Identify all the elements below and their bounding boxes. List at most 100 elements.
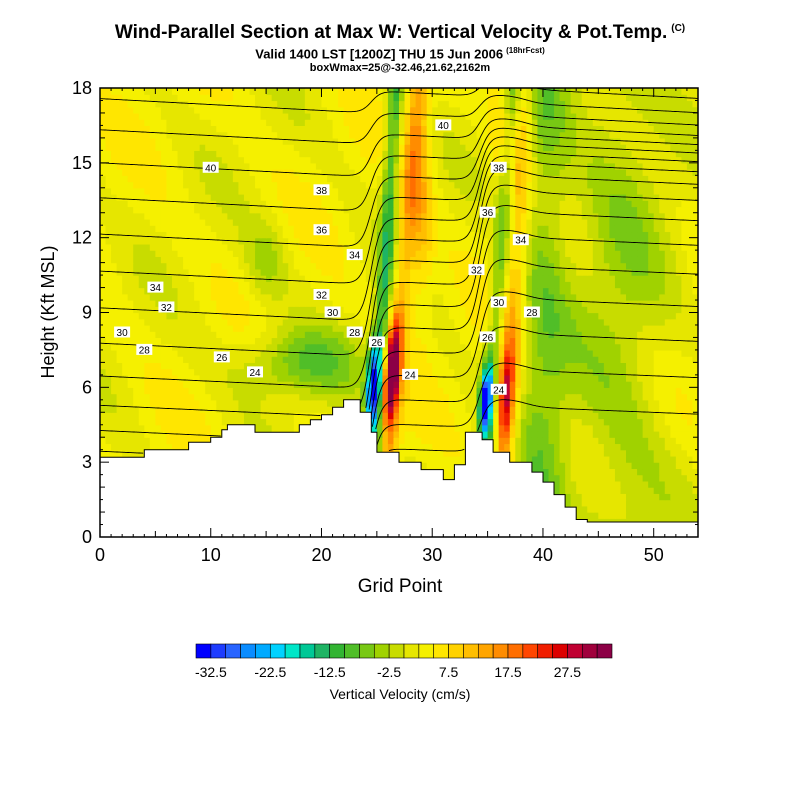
field-cell [421,275,428,282]
field-cell [576,374,583,382]
field-cell [504,406,511,413]
field-cell [243,381,251,388]
field-cell [592,468,599,476]
field-cell [293,268,300,276]
field-cell [315,387,323,395]
field-cell [327,406,334,413]
field-cell [188,399,195,407]
field-cell [476,337,483,345]
field-cell [531,430,539,438]
field-cell [626,256,633,264]
field-cell [509,293,516,301]
field-cell [238,318,245,326]
field-cell [404,362,411,370]
field-cell [548,430,555,438]
field-cell [144,324,151,332]
field-cell [581,281,588,289]
field-cell [149,256,156,264]
field-cell [210,250,217,257]
field-cell [587,300,594,307]
field-cell [205,243,212,251]
field-cell [520,287,527,295]
field-cell [260,275,267,282]
field-cell [205,418,212,426]
field-cell [260,331,267,339]
field-cell [105,406,112,413]
field-cell [349,349,356,357]
field-cell [509,312,516,320]
field-cell [581,256,588,264]
field-cell [177,281,184,289]
field-cell [554,362,561,370]
field-cell [183,437,190,445]
field-cell [548,449,555,457]
field-cell [653,418,660,426]
field-cell [365,393,372,401]
field-cell [670,393,677,401]
field-cell [686,312,694,320]
field-cell [271,324,278,332]
field-cell [659,256,666,264]
field-cell [653,430,660,438]
field-cell [227,337,234,345]
field-cell [133,293,140,301]
field-cell [470,250,478,257]
field-cell [482,424,489,432]
field-cell [482,356,489,363]
field-cell [415,443,422,451]
field-cell [149,349,156,357]
field-cell [194,343,201,351]
field-cell [542,250,550,257]
field-cell [581,306,588,314]
field-cell [138,406,145,413]
field-cell [581,300,588,307]
field-cell [559,393,566,401]
field-cell [526,300,533,307]
field-cell [576,368,583,376]
field-cell [603,262,611,270]
field-cell [266,412,273,420]
field-cell [338,262,345,270]
field-cell [437,293,444,301]
field-cell [570,306,577,314]
field-cell [288,362,295,370]
field-cell [559,349,566,357]
field-cell [565,275,572,282]
field-cell [437,443,444,451]
field-cell [470,281,478,289]
field-cell [609,275,616,282]
field-cell [415,281,422,289]
field-cell [487,412,494,420]
field-cell [415,455,422,463]
field-cell [255,343,262,351]
field-cell [659,480,666,488]
field-cell [454,312,461,320]
field-cell [227,256,234,264]
field-cell [171,287,179,295]
field-cell [581,318,588,326]
field-cell [664,374,671,382]
field-cell [205,337,212,345]
field-cell [238,349,245,357]
field-cell [100,324,107,332]
field-cell [526,362,533,370]
field-cell [537,412,544,420]
field-cell [410,293,417,301]
field-cell [476,293,483,301]
field-cell [515,412,522,420]
field-cell [304,256,312,264]
field-cell [509,318,516,326]
field-cell [631,437,638,445]
field-cell [304,312,312,320]
field-cell [443,331,450,339]
field-cell [149,268,156,276]
field-cell [554,424,561,432]
field-cell [681,430,688,438]
field-cell [310,300,317,307]
field-cell [443,443,450,451]
field-cell [404,312,411,320]
field-cell [675,487,682,494]
field-cell [304,418,312,426]
field-cell [542,281,550,289]
